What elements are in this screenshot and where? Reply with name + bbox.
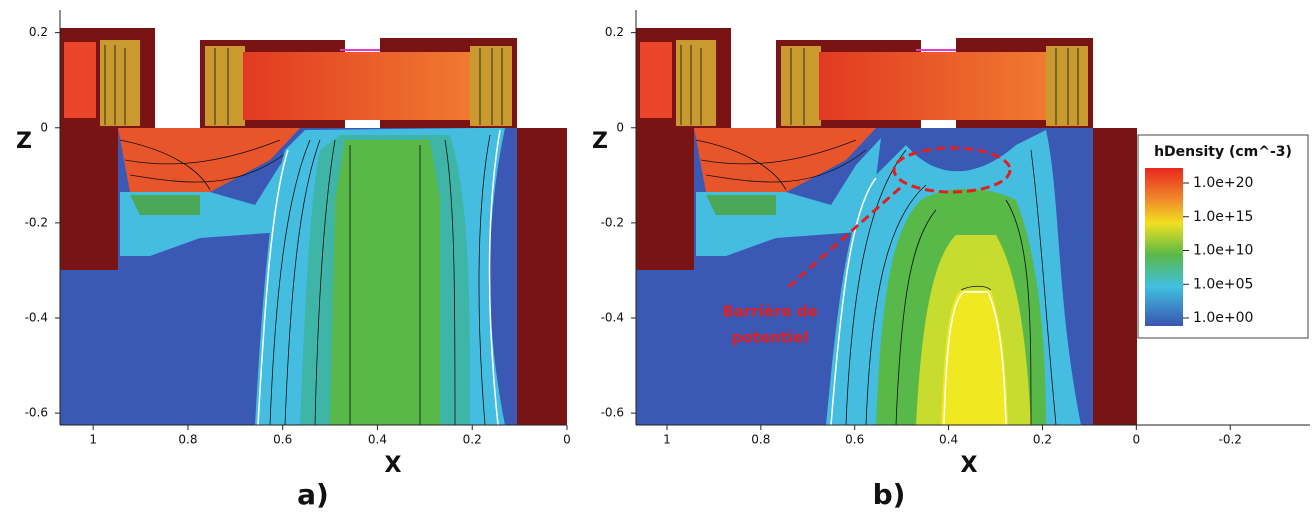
barrier-arrow: [784, 186, 901, 292]
panel-label: b): [873, 478, 906, 511]
y-tick-label: 0: [616, 120, 624, 134]
y-axis-label: Z: [592, 129, 608, 154]
contour-b: [636, 27, 1137, 425]
x-tick-label: 0: [563, 433, 571, 447]
x-axis-label: X: [961, 453, 978, 478]
x-tick-label: 0.6: [273, 433, 292, 447]
colorbar-tick-label: 1.0e+05: [1193, 276, 1253, 292]
colorbar-tick-label: 1.0e+20: [1193, 175, 1253, 191]
barrier-ellipse: [892, 146, 1012, 194]
y-tick-label: -0.2: [601, 215, 624, 229]
x-tick-label: -0.2: [1218, 433, 1241, 447]
y-axis-label: Z: [16, 129, 32, 154]
x-tick-label: 0.2: [1033, 433, 1052, 447]
colorbar-title: hDensity (cm^-3): [1154, 144, 1292, 160]
colorbar-tick-label: 1.0e+10: [1193, 243, 1253, 259]
x-tick-label: 0.8: [751, 433, 770, 447]
x-tick-label: 0.8: [178, 433, 197, 447]
x-tick-label: 0: [1133, 433, 1141, 447]
x-tick-label: 0.2: [463, 433, 482, 447]
panel-label: a): [297, 478, 329, 511]
contour-a: [60, 27, 567, 425]
y-tick-label: 0: [40, 120, 48, 134]
y-tick-label: -0.4: [25, 310, 48, 324]
colorbar: [1145, 168, 1183, 326]
y-tick-label: 0.2: [605, 25, 624, 39]
colorbar-tick-label: 1.0e+15: [1193, 209, 1253, 225]
annotation: potentiel: [732, 329, 809, 347]
x-tick-label: 1: [663, 433, 671, 447]
y-tick-label: -0.4: [601, 310, 624, 324]
x-tick-label: 0.4: [939, 433, 958, 447]
y-tick-label: -0.6: [25, 406, 48, 420]
x-tick-label: 0.6: [845, 433, 864, 447]
y-tick-label: -0.6: [601, 406, 624, 420]
x-tick-label: 0.4: [368, 433, 387, 447]
y-tick-label: -0.2: [25, 215, 48, 229]
x-tick-label: 1: [89, 433, 97, 447]
x-axis-label: X: [385, 453, 402, 478]
annotation: Barrière de: [722, 303, 817, 321]
y-tick-label: 0.2: [29, 25, 48, 39]
colorbar-tick-label: 1.0e+00: [1193, 310, 1253, 326]
